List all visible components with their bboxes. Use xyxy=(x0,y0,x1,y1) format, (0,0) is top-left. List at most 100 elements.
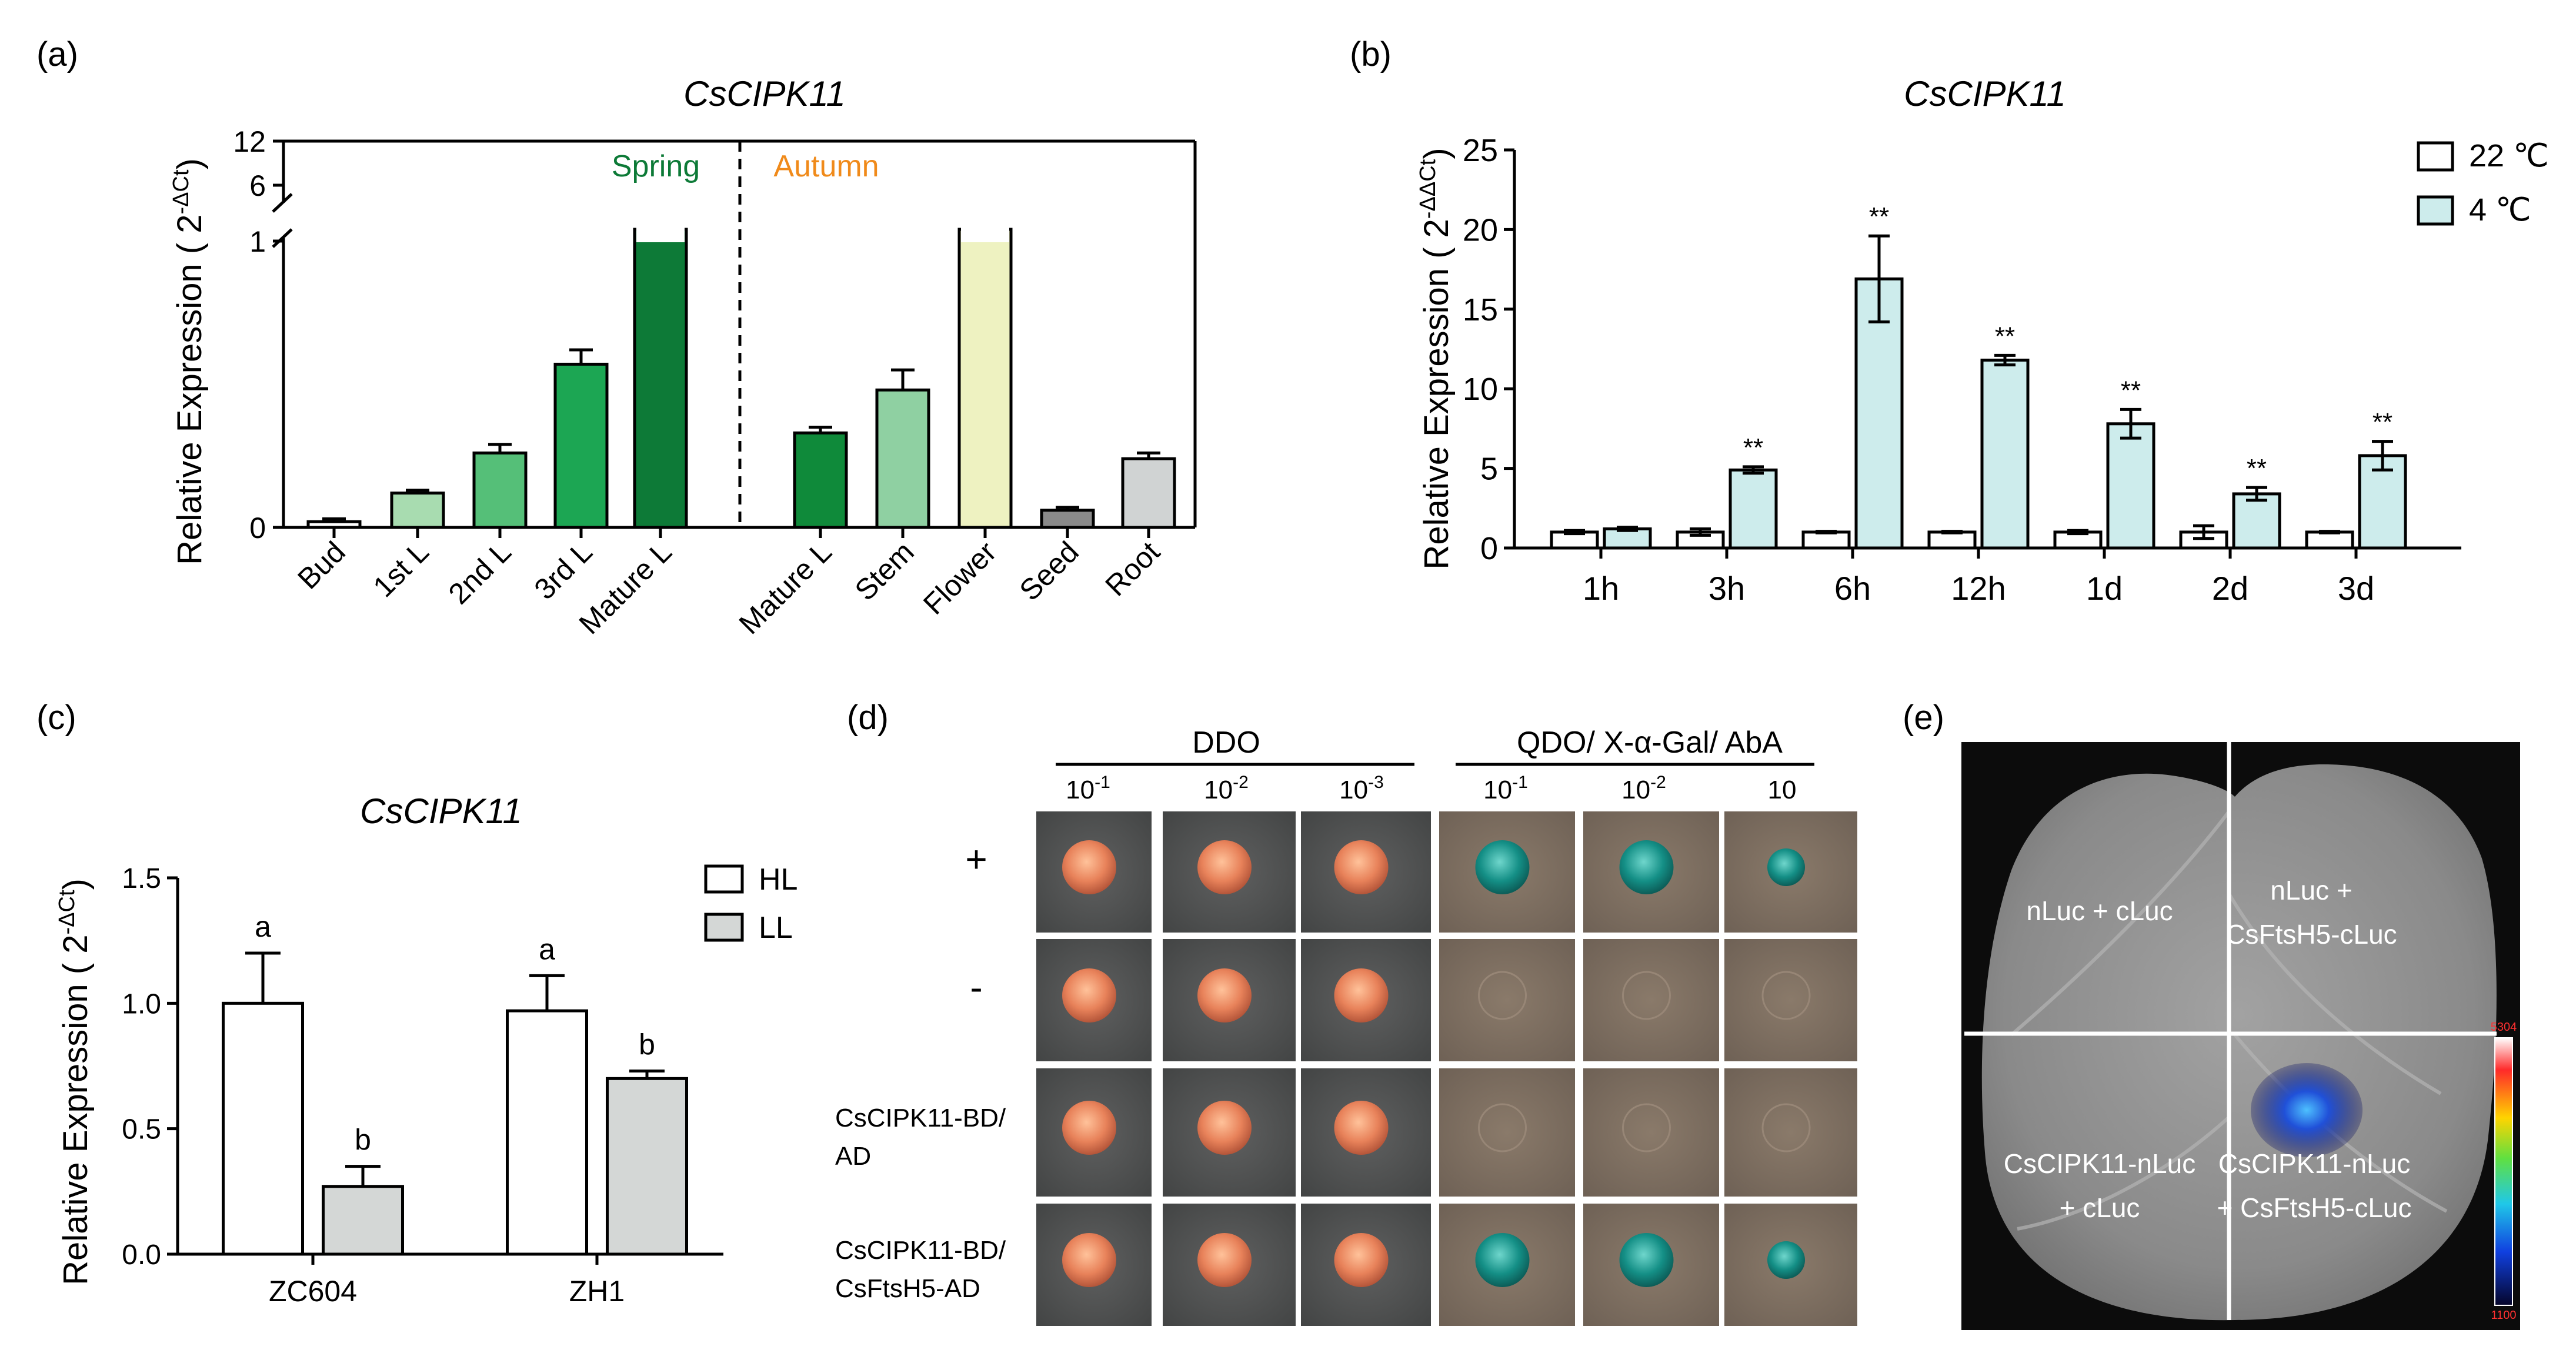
x-tick-label-a: Mature L xyxy=(733,535,838,640)
panel-a: (a) CsCIPK11 Relative Expression ( 2-ΔCt… xyxy=(36,35,1197,640)
x-tick-label-a: 2nd L xyxy=(442,535,518,610)
significance-mark: ** xyxy=(1869,202,1889,231)
y-tick-label-c: 0.0 xyxy=(122,1239,161,1271)
ddo-header: DDO xyxy=(1192,726,1260,760)
plate-cell xyxy=(1722,1066,1860,1199)
blue-colony xyxy=(1475,1233,1530,1287)
plate-cell xyxy=(1160,809,1298,935)
bar-c xyxy=(222,1001,304,1256)
y-tick-label-b: 20 xyxy=(1463,212,1498,248)
bar-a xyxy=(793,431,848,529)
autumn-group-label: Autumn xyxy=(773,149,879,183)
bar-a xyxy=(1121,457,1176,529)
y-tick-label-a: 6 xyxy=(249,169,266,202)
y-tick-label-b: 10 xyxy=(1463,372,1498,407)
panel-e: (e) nLuc + cLuc nLuc + CsFtsH5-cLuc CsCIPK1… xyxy=(1903,699,2520,1330)
yeast-colony xyxy=(1062,1101,1116,1155)
no-growth-spot xyxy=(1622,971,1671,1020)
significance-mark: ** xyxy=(2373,408,2393,437)
row-label: - xyxy=(970,966,982,1008)
bar-b xyxy=(1980,358,2030,550)
bar-a xyxy=(472,451,528,529)
leaf-veins xyxy=(2010,810,2448,1231)
y-tick-label-a: 0 xyxy=(249,512,266,544)
dilution-label: 10-1 xyxy=(1483,773,1528,804)
row-label-line2: AD xyxy=(835,1142,871,1171)
panel-b-label: (b) xyxy=(1350,35,1392,73)
dilution-label: 10-2 xyxy=(1204,773,1249,804)
legend-label-c: LL xyxy=(759,911,793,945)
panel-c: (c) CsCIPK11 Relative Expression ( 2-ΔCt… xyxy=(36,699,798,1308)
axis-break-mark xyxy=(272,228,293,248)
x-tick-label-b: 1d xyxy=(2086,570,2123,607)
no-growth-spot xyxy=(1478,971,1527,1020)
legend-label-b: 4 ℃ xyxy=(2469,192,2531,228)
yeast-colony xyxy=(1197,968,1252,1022)
yeast-colony xyxy=(1062,1233,1116,1287)
legend-label-c: HL xyxy=(759,863,798,897)
yeast-colony xyxy=(1062,840,1116,894)
bar-b xyxy=(1729,468,1778,550)
panel-b-chart: 0 5 10 15 20 25 1h ** 3h ** 6h ** 12h ** 1d ** 2d ** 3d xyxy=(1463,133,2461,607)
panel-c-title: CsCIPK11 xyxy=(360,791,522,831)
y-tick-label-c: 0.5 xyxy=(122,1114,161,1145)
yeast-colony xyxy=(1197,1233,1252,1287)
x-tick-label-a: Root xyxy=(1099,535,1166,602)
panel-d-row-labels: + - CsCIPK11-BD/AD CsCIPK11-BD/CsFtsH5-AD xyxy=(835,838,1006,1303)
panel-c-ylabel: Relative Expression ( 2-ΔCt) xyxy=(55,878,95,1285)
bar-b xyxy=(2232,492,2281,550)
row-label: CsCIPK11-BD/ xyxy=(835,1104,1006,1132)
bar-c xyxy=(506,1009,588,1256)
significance-letter: b xyxy=(355,1124,371,1157)
panel-e-quadrant-labels: nLuc + cLuc nLuc + CsFtsH5-cLuc CsCIPK11-nL… xyxy=(2004,875,2412,1223)
quadrant-label: CsCIPK11-nLuc xyxy=(2004,1148,2195,1179)
x-tick-label-a: Bud xyxy=(291,535,352,596)
no-growth-spot xyxy=(1622,1103,1671,1152)
x-tick-label-a: Seed xyxy=(1013,535,1085,607)
y-tick-label-c: 1.0 xyxy=(122,988,161,1020)
x-tick-label-b: 3d xyxy=(2338,570,2374,607)
y-tick-label-c: 1.5 xyxy=(122,863,161,894)
yeast-colony xyxy=(1334,840,1389,894)
x-tick-label-a: 1st L xyxy=(367,535,435,603)
y-tick-label-b: 0 xyxy=(1480,531,1498,566)
bar-c xyxy=(322,1185,404,1256)
quadrant-label: nLuc + cLuc xyxy=(2026,895,2173,926)
x-tick-label-b: 2d xyxy=(2212,570,2248,607)
no-growth-spot xyxy=(1761,1103,1811,1152)
bar-break-gap xyxy=(636,200,685,242)
bar-b xyxy=(1801,530,1851,550)
panel-c-legend: HL LL xyxy=(704,863,798,945)
yeast-colony xyxy=(1334,968,1389,1022)
bar-a xyxy=(553,362,609,529)
yeast-colony xyxy=(1334,1101,1389,1155)
x-tick-label-b: 1h xyxy=(1583,570,1619,607)
significance-letter: a xyxy=(255,910,271,943)
panel-d-label: (d) xyxy=(847,699,889,737)
bar-b xyxy=(2305,530,2354,550)
legend-swatch-c xyxy=(704,913,744,942)
significance-mark: ** xyxy=(2121,376,2141,405)
scale-min-label: 1100 xyxy=(2491,1309,2516,1322)
blue-colony xyxy=(1767,848,1805,886)
legend-swatch-c xyxy=(704,864,744,894)
significance-letter: a xyxy=(539,933,555,965)
row-label-line2: CsFtsH5-AD xyxy=(835,1274,980,1303)
x-tick-label-c: ZC604 xyxy=(269,1275,357,1308)
y-tick-label-a: 1 xyxy=(249,225,266,258)
quadrant-label-line2: + cLuc xyxy=(2060,1192,2140,1223)
y-tick-label-b: 15 xyxy=(1463,292,1498,328)
yeast-colony xyxy=(1197,840,1252,894)
spring-group-label: Spring xyxy=(612,149,700,183)
bar-a xyxy=(633,228,688,529)
yeast-colony xyxy=(1062,968,1116,1022)
bar-a xyxy=(1040,509,1095,529)
panel-e-label: (e) xyxy=(1903,699,1944,737)
bar-a xyxy=(390,492,445,529)
bar-a xyxy=(957,228,1013,529)
blue-colony xyxy=(1619,1233,1674,1287)
bar-b xyxy=(1854,277,1904,550)
x-tick-label-a: Flower xyxy=(917,535,1003,621)
